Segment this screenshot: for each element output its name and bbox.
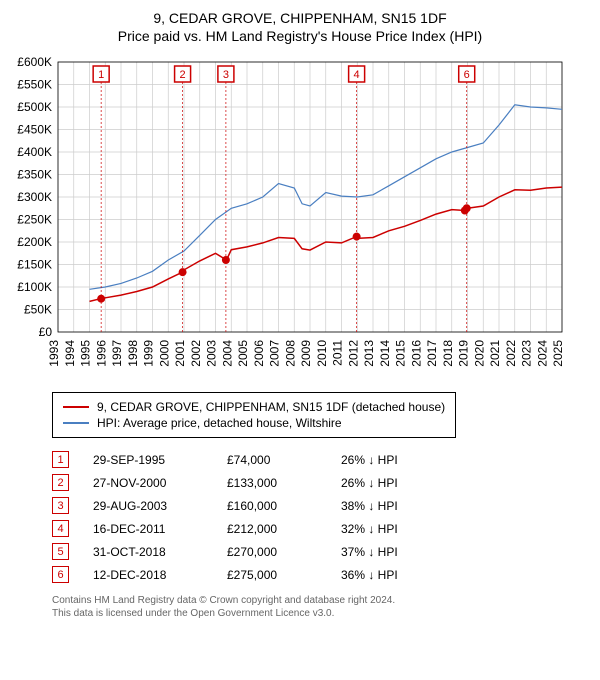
svg-text:2024: 2024: [535, 340, 549, 367]
table-row: 5 31-OCT-2018 £270,000 37% ↓ HPI: [52, 540, 590, 563]
legend-label: 9, CEDAR GROVE, CHIPPENHAM, SN15 1DF (de…: [97, 400, 445, 414]
row-price: £212,000: [227, 522, 317, 536]
svg-text:1996: 1996: [94, 340, 108, 367]
svg-text:2019: 2019: [457, 340, 471, 367]
row-index-box: 6: [52, 566, 69, 583]
svg-text:2004: 2004: [220, 340, 234, 367]
svg-text:£150K: £150K: [17, 258, 52, 272]
svg-text:£400K: £400K: [17, 145, 52, 159]
row-date: 16-DEC-2011: [93, 522, 203, 536]
svg-text:2023: 2023: [520, 340, 534, 367]
row-date: 29-AUG-2003: [93, 499, 203, 513]
chart-legend: 9, CEDAR GROVE, CHIPPENHAM, SN15 1DF (de…: [52, 392, 456, 438]
svg-text:1994: 1994: [63, 340, 77, 367]
svg-text:2015: 2015: [394, 340, 408, 367]
svg-text:1999: 1999: [142, 340, 156, 367]
svg-text:2012: 2012: [346, 340, 360, 367]
svg-text:1998: 1998: [126, 340, 140, 367]
svg-text:£500K: £500K: [17, 100, 52, 114]
svg-text:£250K: £250K: [17, 213, 52, 227]
price-chart: £0 £50K £100K £150K £200K £250K £300K £350K £400…: [10, 52, 570, 382]
row-index-box: 5: [52, 543, 69, 560]
legend-row: 9, CEDAR GROVE, CHIPPENHAM, SN15 1DF (de…: [63, 399, 445, 415]
svg-text:2008: 2008: [283, 340, 297, 367]
svg-text:£350K: £350K: [17, 168, 52, 182]
svg-text:2025: 2025: [551, 340, 565, 367]
row-pct-vs-hpi: 36% ↓ HPI: [341, 568, 441, 582]
svg-text:2020: 2020: [472, 340, 486, 367]
svg-text:2011: 2011: [331, 340, 345, 366]
svg-text:2006: 2006: [252, 340, 266, 367]
table-row: 1 29-SEP-1995 £74,000 26% ↓ HPI: [52, 448, 590, 471]
svg-text:2000: 2000: [157, 340, 171, 367]
svg-text:2007: 2007: [268, 340, 282, 367]
row-pct-vs-hpi: 26% ↓ HPI: [341, 453, 441, 467]
row-index-box: 2: [52, 474, 69, 491]
svg-text:£50K: £50K: [24, 303, 52, 317]
svg-text:1995: 1995: [79, 340, 93, 367]
svg-text:2022: 2022: [504, 340, 518, 367]
legend-label: HPI: Average price, detached house, Wilt…: [97, 416, 342, 430]
svg-text:2001: 2001: [173, 340, 187, 367]
sales-table: 1 29-SEP-1995 £74,000 26% ↓ HPI 2 27-NOV-2000…: [52, 448, 590, 586]
title-subtitle: Price paid vs. HM Land Registry's House …: [10, 28, 590, 44]
row-index-box: 4: [52, 520, 69, 537]
row-price: £74,000: [227, 453, 317, 467]
svg-text:£450K: £450K: [17, 123, 52, 137]
legend-swatch: [63, 406, 89, 408]
svg-text:2018: 2018: [441, 340, 455, 367]
svg-text:2003: 2003: [205, 340, 219, 367]
svg-text:2010: 2010: [315, 340, 329, 367]
svg-text:£0: £0: [39, 325, 53, 339]
row-date: 12-DEC-2018: [93, 568, 203, 582]
footnote-line2: This data is licensed under the Open Gov…: [52, 607, 590, 620]
chart-title-block: 9, CEDAR GROVE, CHIPPENHAM, SN15 1DF Pri…: [10, 10, 590, 44]
row-price: £160,000: [227, 499, 317, 513]
table-row: 6 12-DEC-2018 £275,000 36% ↓ HPI: [52, 563, 590, 586]
svg-text:2013: 2013: [362, 340, 376, 367]
svg-text:2002: 2002: [189, 340, 203, 367]
svg-text:1: 1: [98, 69, 104, 81]
row-date: 27-NOV-2000: [93, 476, 203, 490]
svg-text:2017: 2017: [425, 340, 439, 367]
row-index-box: 1: [52, 451, 69, 468]
footnote-line1: Contains HM Land Registry data © Crown c…: [52, 594, 590, 607]
row-pct-vs-hpi: 37% ↓ HPI: [341, 545, 441, 559]
svg-text:2005: 2005: [236, 340, 250, 367]
svg-text:£600K: £600K: [17, 55, 52, 69]
legend-swatch: [63, 422, 89, 424]
row-index-box: 3: [52, 497, 69, 514]
svg-text:£300K: £300K: [17, 190, 52, 204]
svg-text:£100K: £100K: [17, 280, 52, 294]
row-price: £270,000: [227, 545, 317, 559]
footnote: Contains HM Land Registry data © Crown c…: [52, 594, 590, 620]
svg-text:£200K: £200K: [17, 235, 52, 249]
svg-text:1997: 1997: [110, 340, 124, 367]
svg-text:4: 4: [354, 69, 360, 81]
table-row: 4 16-DEC-2011 £212,000 32% ↓ HPI: [52, 517, 590, 540]
svg-text:6: 6: [464, 69, 470, 81]
svg-text:2016: 2016: [409, 340, 423, 367]
row-price: £275,000: [227, 568, 317, 582]
svg-text:2: 2: [180, 69, 186, 81]
table-row: 3 29-AUG-2003 £160,000 38% ↓ HPI: [52, 494, 590, 517]
row-pct-vs-hpi: 32% ↓ HPI: [341, 522, 441, 536]
row-date: 31-OCT-2018: [93, 545, 203, 559]
table-row: 2 27-NOV-2000 £133,000 26% ↓ HPI: [52, 471, 590, 494]
row-price: £133,000: [227, 476, 317, 490]
row-date: 29-SEP-1995: [93, 453, 203, 467]
svg-text:£550K: £550K: [17, 78, 52, 92]
chart-container: £0 £50K £100K £150K £200K £250K £300K £350K £400…: [10, 52, 590, 382]
legend-row: HPI: Average price, detached house, Wilt…: [63, 415, 445, 431]
row-pct-vs-hpi: 26% ↓ HPI: [341, 476, 441, 490]
svg-text:1993: 1993: [47, 340, 61, 367]
svg-text:2014: 2014: [378, 340, 392, 367]
svg-text:2009: 2009: [299, 340, 313, 367]
svg-text:2021: 2021: [488, 340, 502, 367]
title-address: 9, CEDAR GROVE, CHIPPENHAM, SN15 1DF: [10, 10, 590, 26]
row-pct-vs-hpi: 38% ↓ HPI: [341, 499, 441, 513]
svg-text:3: 3: [223, 69, 229, 81]
